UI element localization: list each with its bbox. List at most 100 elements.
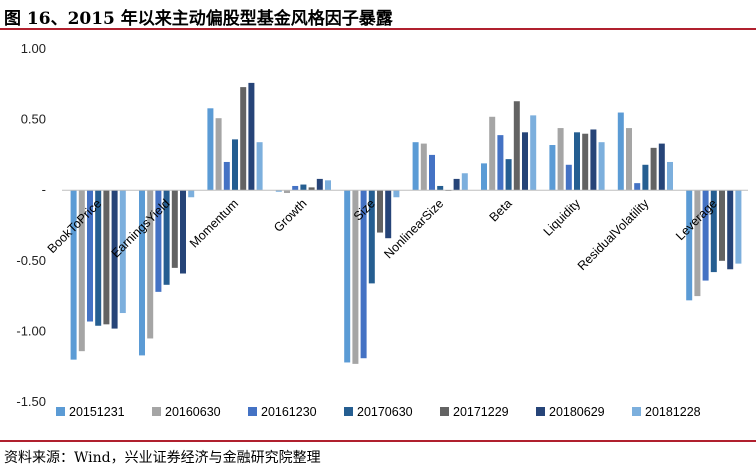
- bar-20161230-Size: [360, 190, 367, 359]
- bar-20170630-NonlinearSize: [437, 185, 444, 191]
- bar-20170630-Liquidity: [574, 132, 580, 191]
- bar-20171229-BookToPrice: [103, 190, 110, 325]
- legend-label: 20160630: [165, 405, 221, 419]
- bar-20181228-ResidualVolatility: [667, 161, 673, 191]
- bar-20160630-BookToPrice: [78, 190, 85, 352]
- y-tick-label: 1.00: [21, 41, 46, 56]
- legend-swatch: [344, 407, 353, 416]
- category-label: Momentum: [187, 196, 241, 250]
- y-tick-label: -: [42, 182, 46, 197]
- legend-label: 20181228: [645, 405, 701, 419]
- bar-20170630-EarningsYield: [163, 190, 170, 285]
- bar-20170630-Leverage: [710, 190, 717, 273]
- bar-20171229-Growth: [308, 187, 315, 191]
- bar-20151231-Growth: [275, 190, 282, 192]
- legend-label: 20180629: [549, 405, 605, 419]
- bar-20161230-Leverage: [702, 190, 709, 281]
- bar-20180629-Size: [385, 190, 392, 239]
- bar-20151231-Liquidity: [549, 145, 556, 191]
- source-note: 资料来源：Wind，兴业证券经济与金融研究院整理: [4, 450, 321, 466]
- bar-20171229-EarningsYield: [171, 190, 178, 268]
- bar-20161230-BookToPrice: [87, 190, 93, 322]
- bar-20160630-EarningsYield: [147, 190, 154, 339]
- bar-20180629-Momentum: [248, 82, 255, 191]
- bar-20180629-NonlinearSize: [453, 178, 460, 191]
- bar-20151231-ResidualVolatility: [617, 112, 624, 191]
- legend-label: 20171229: [453, 405, 509, 419]
- bar-20151231-Size: [344, 190, 351, 363]
- bars: [70, 82, 742, 364]
- bar-20151231-Leverage: [686, 190, 693, 301]
- bar-20151231-BookToPrice: [70, 190, 77, 360]
- bar-20161230-ResidualVolatility: [634, 183, 641, 191]
- bar-20171229-ResidualVolatility: [650, 147, 657, 191]
- bar-20161230-EarningsYield: [155, 190, 162, 292]
- bar-20181228-EarningsYield: [188, 190, 195, 198]
- legend-swatch: [536, 407, 545, 416]
- y-axis-labels: 1.00 0.50 - -0.50 -1.00 -1.50: [16, 41, 46, 409]
- bar-20181228-Growth: [325, 180, 331, 191]
- bar-20171229-Size: [377, 190, 383, 233]
- bar-20160630-NonlinearSize: [420, 143, 427, 191]
- bar-20180629-Growth: [316, 178, 323, 191]
- y-tick-label: -1.00: [16, 323, 46, 338]
- bar-20180629-Liquidity: [590, 129, 597, 191]
- source-bar: 资料来源：Wind，兴业证券经济与金融研究院整理: [0, 440, 756, 470]
- bar-20181228-NonlinearSize: [461, 173, 468, 191]
- legend: 20151231 20160630 20161230 20170630 20171229…: [56, 405, 701, 419]
- bar-20160630-Growth: [284, 190, 290, 194]
- bar-20170630-BookToPrice: [95, 190, 102, 326]
- bar-20180629-ResidualVolatility: [658, 143, 665, 191]
- bar-20171229-Momentum: [240, 87, 247, 191]
- bar-20181228-Momentum: [256, 142, 263, 191]
- bar-20171229-Beta: [513, 101, 520, 191]
- bar-20170630-Beta: [505, 159, 512, 191]
- bar-20171229-Leverage: [719, 190, 725, 261]
- bar-20181228-Liquidity: [598, 142, 605, 191]
- bar-20151231-NonlinearSize: [412, 142, 419, 191]
- bar-20160630-Liquidity: [557, 128, 564, 191]
- chart: 1.000.50--0.50-1.00-1.50 BookToPrice Earn…: [16, 41, 748, 419]
- legend-swatch: [632, 407, 641, 416]
- legend-swatch: [56, 407, 65, 416]
- bar-20180629-BookToPrice: [111, 190, 118, 329]
- bar-20151231-Momentum: [207, 108, 214, 191]
- bar-20170630-Size: [368, 190, 375, 284]
- legend-swatch: [152, 407, 161, 416]
- bar-20151231-Beta: [481, 163, 487, 191]
- legend-label: 20151231: [69, 405, 125, 419]
- bar-20161230-Beta: [497, 135, 504, 191]
- bar-20160630-Size: [352, 190, 359, 364]
- category-label: Liquidity: [541, 196, 584, 239]
- y-tick-label: -0.50: [16, 253, 46, 268]
- bar-20161230-Growth: [292, 185, 299, 191]
- chart-title: 图 16、2015 年以来主动偏股型基金风格因子暴露: [4, 9, 393, 29]
- bar-20170630-Growth: [300, 184, 307, 191]
- bar-20171229-Liquidity: [582, 133, 589, 191]
- legend-swatch: [440, 407, 449, 416]
- bar-20170630-ResidualVolatility: [642, 164, 649, 191]
- bar-20181228-Leverage: [735, 190, 742, 264]
- bar-20180629-Leverage: [727, 190, 734, 270]
- title-bar: 图 16、2015 年以来主动偏股型基金风格因子暴露: [0, 0, 756, 30]
- legend-swatch: [248, 407, 257, 416]
- bar-20180629-Beta: [522, 132, 528, 191]
- bar-20160630-Momentum: [215, 118, 222, 191]
- bar-20181228-Beta: [530, 115, 537, 191]
- y-tick-label: 0.50: [21, 112, 46, 127]
- category-label: ResidualVolatility: [575, 196, 652, 273]
- bar-20161230-NonlinearSize: [429, 154, 435, 191]
- legend-label: 20170630: [357, 405, 413, 419]
- bar-20181228-Size: [393, 190, 400, 198]
- bar-20180629-EarningsYield: [180, 190, 186, 274]
- bar-20181228-BookToPrice: [119, 190, 126, 314]
- y-tick-label: -1.50: [16, 394, 46, 409]
- bar-20160630-Beta: [489, 116, 496, 191]
- category-label: Growth: [271, 196, 309, 234]
- legend-label: 20161230: [261, 405, 317, 419]
- bar-20170630-Momentum: [232, 139, 238, 191]
- bar-20161230-Momentum: [223, 161, 230, 191]
- bar-20161230-Liquidity: [565, 164, 572, 191]
- bar-20160630-ResidualVolatility: [626, 128, 632, 191]
- bar-20160630-Leverage: [694, 190, 701, 297]
